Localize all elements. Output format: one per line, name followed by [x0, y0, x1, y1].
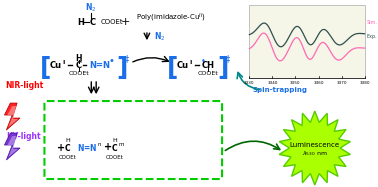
Text: COOEt: COOEt — [59, 154, 77, 160]
Text: N: N — [102, 61, 110, 70]
Text: =: = — [83, 143, 90, 153]
Text: 3330: 3330 — [244, 81, 255, 85]
Text: n: n — [98, 142, 101, 147]
Text: C: C — [112, 143, 118, 153]
Text: C: C — [89, 18, 95, 27]
Text: •: • — [201, 56, 206, 66]
Text: N: N — [77, 143, 84, 153]
Text: CH: CH — [202, 61, 215, 70]
Text: Poly(imidazole-Cu$^{II}$): Poly(imidazole-Cu$^{II}$) — [136, 12, 206, 24]
Text: Cu: Cu — [50, 61, 62, 70]
Text: 3340: 3340 — [267, 81, 277, 85]
Text: m: m — [119, 142, 124, 147]
Polygon shape — [279, 111, 350, 185]
Text: N$_2$: N$_2$ — [154, 31, 165, 43]
Text: Sim.: Sim. — [367, 20, 377, 24]
Text: H: H — [75, 53, 82, 63]
Text: [: [ — [40, 56, 51, 80]
Text: H: H — [65, 137, 70, 142]
Text: 3380: 3380 — [359, 81, 370, 85]
Text: Cu: Cu — [177, 61, 189, 70]
Text: UV-light: UV-light — [7, 131, 41, 140]
Text: Spin-trapping: Spin-trapping — [253, 87, 307, 93]
Text: $\lambda_{530}$ nm: $\lambda_{530}$ nm — [302, 150, 328, 158]
Text: H: H — [112, 137, 117, 142]
Text: ‡: ‡ — [124, 55, 129, 64]
Polygon shape — [7, 136, 18, 157]
Text: =: = — [96, 61, 102, 70]
Text: NIR-light: NIR-light — [5, 81, 43, 90]
Polygon shape — [7, 106, 18, 127]
Text: COOEt: COOEt — [106, 154, 124, 160]
Text: 3360: 3360 — [313, 81, 324, 85]
Text: +: + — [121, 17, 130, 27]
Text: COOEt: COOEt — [68, 70, 89, 76]
Text: Exp.: Exp. — [367, 34, 377, 39]
Polygon shape — [5, 133, 20, 160]
Text: 3350: 3350 — [290, 81, 301, 85]
Text: H: H — [77, 18, 84, 27]
Text: [: [ — [167, 56, 178, 80]
Text: ]: ] — [217, 56, 229, 80]
Text: •: • — [109, 56, 115, 66]
Text: N: N — [89, 61, 96, 70]
FancyBboxPatch shape — [249, 5, 364, 78]
Text: N: N — [89, 143, 96, 153]
Text: Luminescence: Luminescence — [290, 142, 340, 148]
Text: COOEt: COOEt — [101, 19, 124, 25]
Text: ‡: ‡ — [226, 55, 230, 64]
Polygon shape — [5, 103, 20, 130]
Text: I: I — [63, 60, 65, 65]
Text: 3370: 3370 — [336, 81, 347, 85]
Text: C: C — [76, 61, 82, 70]
Text: COOEt: COOEt — [198, 70, 219, 76]
Text: C: C — [65, 143, 71, 153]
Text: +: + — [104, 142, 112, 151]
Text: N$_2$: N$_2$ — [85, 2, 96, 14]
Text: +: + — [57, 143, 65, 153]
FancyBboxPatch shape — [45, 101, 222, 179]
Text: I: I — [190, 60, 192, 65]
Text: ]: ] — [116, 56, 127, 80]
